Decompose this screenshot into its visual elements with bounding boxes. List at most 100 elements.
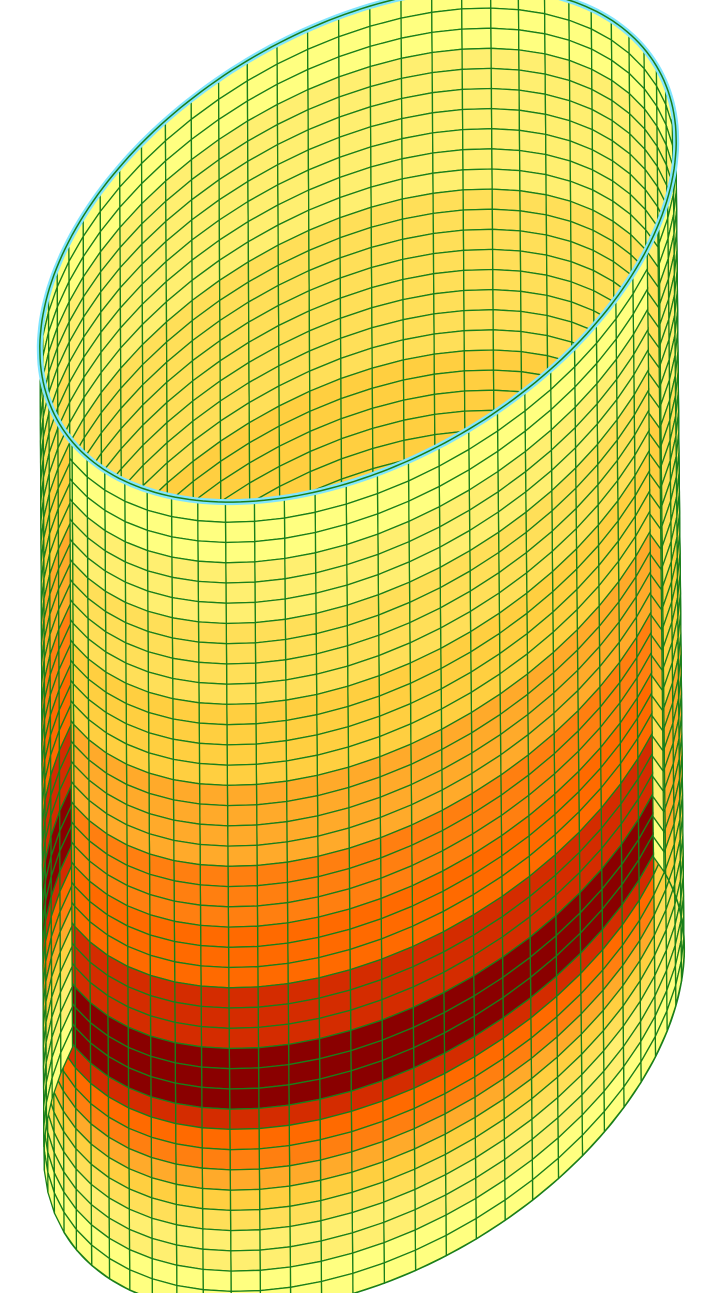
mesh-element-outer: [197, 560, 227, 584]
mesh-element-inner: [490, 87, 520, 111]
mesh-element-outer: [199, 904, 230, 928]
mesh-element-outer: [226, 763, 258, 787]
mesh-element-inner: [461, 7, 492, 30]
mesh-element-inner: [462, 188, 493, 211]
mesh-element-inner: [490, 7, 520, 31]
mesh-element-outer: [198, 681, 228, 706]
mesh-element-outer: [225, 561, 256, 584]
mesh-element-inner: [433, 390, 466, 416]
mesh-element-inner: [463, 288, 494, 312]
mesh-element-outer: [227, 844, 258, 867]
mesh-element-outer: [228, 1026, 260, 1050]
mesh-element-outer: [226, 682, 257, 706]
mesh-element-outer: [227, 824, 258, 847]
mesh-element-inner: [433, 329, 465, 355]
mesh-element-outer: [226, 743, 257, 766]
mesh-element-outer: [60, 1026, 74, 1074]
mesh-element-outer: [256, 901, 289, 927]
mesh-element-inner: [432, 229, 465, 255]
mesh-element-outer: [227, 905, 259, 928]
mesh-element-outer: [200, 1025, 230, 1050]
mesh-element-outer: [258, 1124, 291, 1150]
mesh-element-inner: [461, 0, 492, 10]
mesh-element-inner: [431, 108, 464, 134]
mesh-element-inner: [491, 148, 521, 172]
mesh-element-outer: [228, 1087, 260, 1110]
mesh-element-inner: [490, 47, 520, 71]
mesh-element-inner: [462, 248, 494, 272]
mesh-element-outer: [226, 702, 257, 726]
mesh-element-outer: [257, 1003, 290, 1029]
mesh-element-outer: [198, 702, 228, 726]
mesh-element-inner: [492, 309, 522, 333]
mesh-element-outer: [197, 600, 227, 625]
mesh-element-inner: [490, 27, 520, 51]
mesh-element-outer: [256, 881, 289, 907]
mesh-element-inner: [491, 228, 522, 252]
mesh-element-outer: [201, 1106, 231, 1131]
mesh-element-outer: [151, 1277, 178, 1293]
mesh-element-inner: [492, 349, 523, 373]
mesh-element-outer: [226, 783, 258, 807]
mesh-element-outer: [225, 621, 257, 645]
mesh-element-inner: [431, 48, 463, 74]
mesh-element-outer: [257, 942, 289, 968]
mesh-element-outer: [259, 1225, 291, 1251]
mesh-element-outer: [253, 517, 286, 543]
mesh-element-outer: [228, 986, 259, 1009]
mesh-element-outer: [199, 823, 229, 847]
mesh-element-inner: [462, 148, 493, 171]
mesh-element-outer: [224, 520, 256, 544]
mesh-element-inner: [461, 67, 493, 91]
mesh-element-outer: [198, 641, 228, 665]
mesh-element-outer: [229, 1148, 261, 1171]
mesh-element-outer: [225, 540, 256, 564]
mesh-element-outer: [176, 1284, 204, 1293]
mesh-element-inner: [491, 168, 521, 192]
mesh-element-outer: [202, 1228, 232, 1252]
mesh-element-outer: [255, 760, 288, 786]
mesh-element-outer: [201, 1208, 232, 1232]
mesh-element-inner: [492, 329, 522, 353]
mesh-element-inner: [463, 349, 495, 372]
mesh-element-outer: [230, 1249, 261, 1272]
mesh-element-outer: [199, 843, 229, 867]
mesh-element-outer: [228, 1006, 259, 1029]
mesh-element-outer: [199, 924, 230, 948]
mesh-element-inner: [463, 389, 495, 412]
mesh-element-outer: [229, 1208, 261, 1232]
mesh-element-outer: [200, 944, 230, 969]
mesh-element-outer: [229, 1107, 260, 1131]
mesh-element-outer: [254, 598, 286, 624]
mesh-element-inner: [432, 249, 465, 275]
mesh-element-outer: [258, 1185, 291, 1211]
mesh-element-inner: [462, 168, 493, 191]
mesh-element-outer: [255, 739, 288, 766]
mesh-element-outer: [200, 965, 230, 989]
mesh-element-outer: [198, 661, 228, 685]
mesh-element-inner: [433, 289, 465, 315]
mesh-element-outer: [199, 864, 229, 888]
mesh-element-outer: [227, 885, 259, 908]
mesh-element-outer: [255, 780, 288, 806]
mesh-element-inner: [461, 87, 493, 111]
mesh-element-inner: [492, 288, 522, 313]
mesh-element-inner: [462, 208, 494, 231]
mesh-element-outer: [229, 1127, 260, 1151]
mesh-element-outer: [258, 1144, 291, 1170]
mesh-element-outer: [201, 1127, 231, 1151]
bottom-rim-edge: [63, 871, 686, 1293]
mesh-element-inner: [491, 128, 521, 152]
mesh-element-outer: [257, 1043, 290, 1069]
mesh-element-outer: [259, 1286, 292, 1293]
mesh-element-inner: [461, 27, 492, 50]
mesh-element-outer: [259, 1266, 292, 1292]
mesh-element-inner: [463, 309, 494, 332]
mesh-element-outer: [256, 800, 288, 826]
mesh-element-outer: [198, 742, 228, 766]
mesh-element-outer: [198, 762, 229, 787]
mesh-element-inner: [463, 329, 495, 352]
mesh-element-outer: [199, 884, 229, 908]
